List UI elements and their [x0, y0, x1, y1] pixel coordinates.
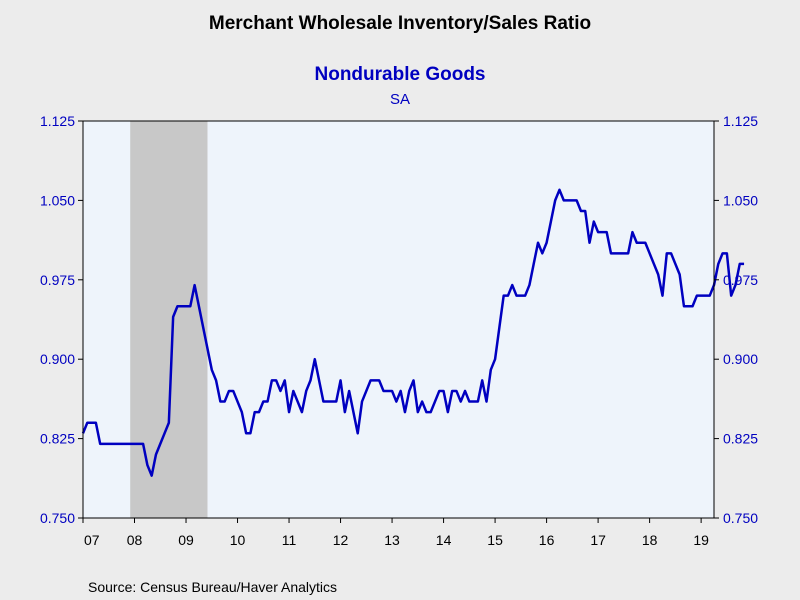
x-axis: 07 08 09 10 11 12 13 14 15 16 17 18 19	[82, 518, 709, 548]
x-tick-label: 15	[487, 532, 503, 548]
x-tick-label: 12	[333, 532, 349, 548]
chart-subtitle: Nondurable Goods	[315, 64, 486, 85]
x-tick-label: 16	[539, 532, 555, 548]
x-tick-label: 09	[178, 532, 194, 548]
y-tick-label: 1.050	[723, 192, 758, 208]
x-tick-label: 14	[436, 532, 452, 548]
recession-shade	[130, 121, 208, 518]
y-tick-label: 0.975	[40, 272, 75, 288]
x-tick-label: 17	[590, 532, 606, 548]
series-group	[81, 188, 745, 477]
y-axis-left: 0.750 0.825 0.900 0.975 1.050 1.125	[40, 113, 83, 526]
y-tick-label: 1.125	[40, 113, 75, 129]
x-tick-label: 07	[84, 532, 100, 548]
x-tick-label: 19	[693, 532, 709, 548]
x-tick-label: 11	[282, 532, 297, 548]
y-tick-label: 0.900	[40, 351, 75, 367]
chart-title: Merchant Wholesale Inventory/Sales Ratio	[209, 13, 591, 34]
y-tick-label: 0.750	[723, 510, 758, 526]
y-axis-right: 0.750 0.825 0.900 0.975 1.050 1.125	[714, 113, 758, 526]
source-note: Source: Census Bureau/Haver Analytics	[88, 579, 337, 595]
y-tick-label: 1.050	[40, 192, 75, 208]
y-tick-label: 0.975	[723, 272, 758, 288]
y-tick-label: 0.825	[40, 431, 75, 447]
x-tick-label: 10	[230, 532, 246, 548]
y-tick-label: 1.125	[723, 113, 758, 129]
x-tick-label: 08	[127, 532, 143, 548]
x-tick-label: 13	[384, 532, 400, 548]
y-tick-label: 0.825	[723, 431, 758, 447]
chart-note: SA	[390, 91, 410, 108]
y-tick-label: 0.750	[40, 510, 75, 526]
plot-border	[82, 120, 715, 519]
y-tick-label: 0.900	[723, 351, 758, 367]
x-tick-label: 18	[642, 532, 658, 548]
